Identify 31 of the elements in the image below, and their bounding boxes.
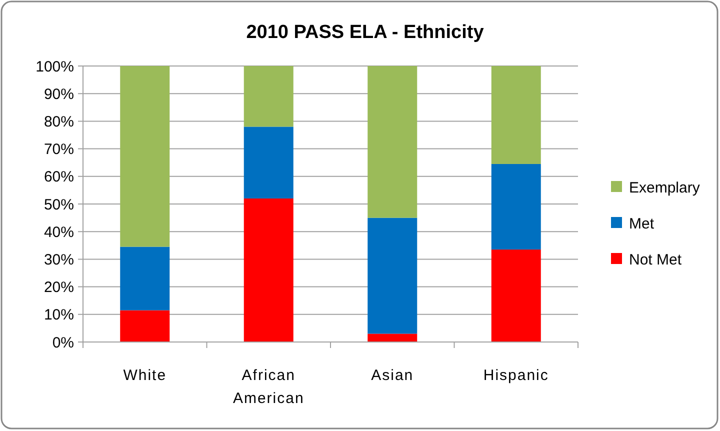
bar — [244, 66, 294, 127]
bar — [244, 126, 294, 198]
y-tick-label: 90% — [44, 86, 74, 103]
bar — [368, 66, 418, 218]
y-tick-label: 70% — [44, 141, 74, 158]
y-tick-label: 50% — [44, 196, 74, 214]
legend-label: Met — [629, 215, 655, 232]
bar — [120, 66, 170, 247]
bar — [368, 334, 418, 342]
y-tick-label: 100% — [36, 58, 74, 76]
y-tick-label: 80% — [44, 113, 74, 130]
bar — [491, 66, 541, 164]
y-tick-label: 20% — [44, 279, 74, 296]
x-tick-label: African American — [232, 367, 304, 407]
y-tick-label: 10% — [44, 306, 74, 324]
y-tick-label: 60% — [44, 168, 74, 186]
x-tick-label: White — [123, 367, 167, 384]
y-tick-label: 30% — [44, 251, 74, 268]
y-tick-label: 40% — [44, 224, 74, 241]
bar — [368, 218, 418, 334]
x-tick-label: Hispanic — [483, 367, 549, 384]
x-tick-label: Asian — [371, 367, 414, 384]
y-tick-label: 0% — [52, 334, 74, 352]
legend-label: Not Met — [629, 251, 682, 268]
legend-label: Exemplary — [629, 179, 700, 196]
bar — [491, 164, 541, 250]
bar — [120, 310, 170, 342]
bar — [244, 198, 294, 342]
bar — [120, 246, 170, 310]
chart-title: 2010 PASS ELA - Ethnicity — [246, 22, 484, 43]
bar — [491, 250, 541, 342]
